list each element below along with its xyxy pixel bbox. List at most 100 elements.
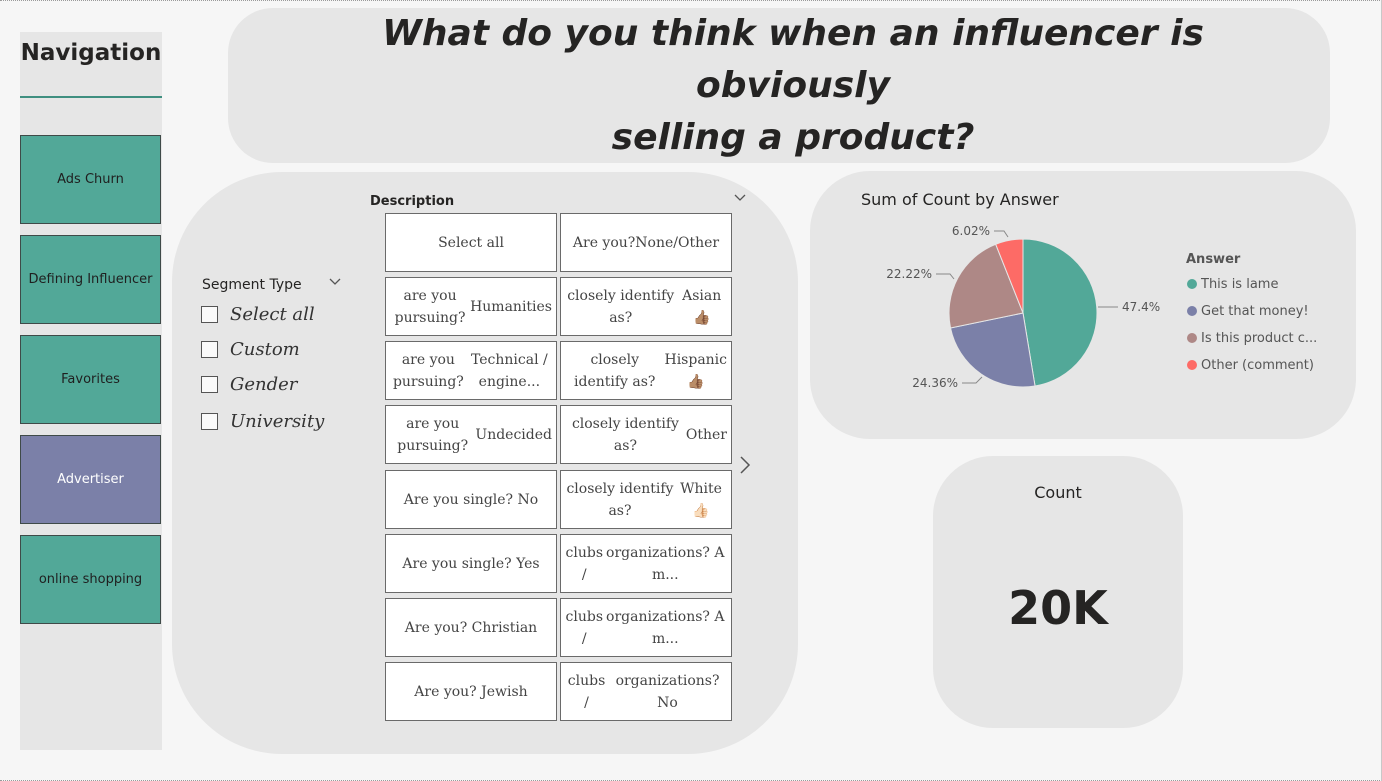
description-tile[interactable]: clubs / organizations? A m... [560, 534, 732, 593]
segment-option-label: Custom [230, 338, 300, 360]
pie-slice[interactable] [948, 243, 1024, 329]
segment-option-university[interactable]: University [201, 409, 324, 433]
checkbox[interactable] [201, 412, 218, 430]
description-tile-text: None/Other [635, 234, 720, 251]
description-tile-text: clubs / [565, 608, 603, 647]
chevron-down-icon[interactable] [733, 192, 747, 206]
legend-label: Other (comment) [1201, 357, 1314, 373]
description-tile-text: Are you? Jewish [414, 683, 528, 700]
legend-marker [1187, 360, 1197, 370]
description-tile-text: Hispanic 👍🏽 [664, 351, 727, 390]
description-tile[interactable]: are you pursuing? Undecided [385, 405, 557, 464]
nav-button-advertiser[interactable]: Advertiser [20, 435, 161, 524]
description-tile-text: Are you single? No [403, 491, 539, 508]
description-header: Description [370, 194, 455, 209]
legend-item[interactable]: Get that money! [1187, 303, 1309, 319]
count-value: 20K [1008, 581, 1108, 635]
segment-option-label: University [230, 410, 325, 432]
pie-leader-line [994, 230, 1009, 238]
description-tile-text: Are you single? Yes [402, 555, 540, 572]
description-tile[interactable]: closely identify as? Asian 👍🏽 [560, 277, 732, 336]
legend-label: Is this product c... [1201, 330, 1318, 346]
description-tile-text: Other [685, 426, 727, 443]
pie-slice[interactable] [949, 312, 1036, 388]
pie-data-label: 47.4% [1122, 300, 1160, 314]
legend-title: Answer [1186, 252, 1241, 267]
pie-chart-title: Sum of Count by Answer [861, 190, 1059, 209]
description-tile-text: Select all [438, 234, 504, 251]
description-tile-text: closely identify as? [566, 480, 674, 519]
description-tile[interactable]: Are you? Christian [385, 598, 557, 657]
description-tile-text: are you pursuing? [392, 351, 464, 390]
pie-chart: 47.4% 24.36% 22.22% 6.02% [886, 224, 1160, 390]
description-tile-text: closely identify as? [567, 287, 675, 326]
legend-marker [1187, 306, 1197, 316]
description-tile-text: White 👍🏻 [680, 480, 722, 519]
navigation-panel: Navigation Ads Churn Defining Influencer… [20, 32, 162, 750]
description-tile[interactable]: Are you single? Yes [385, 534, 557, 593]
legend-item[interactable]: Is this product c... [1187, 330, 1317, 346]
page-title-line-2: selling a product? [611, 116, 975, 158]
legend-marker [1187, 333, 1197, 343]
pie-data-label: 24.36% [912, 376, 958, 390]
page-title-box: What do you think when an influencer is … [228, 8, 1330, 163]
description-tile[interactable]: are you pursuing? Technical / engine... [385, 341, 557, 400]
segment-option-custom[interactable]: Custom [201, 337, 300, 361]
description-tile-text: clubs / [567, 672, 606, 711]
description-tile-text: organizations? No [615, 672, 720, 711]
pie-leader-line [936, 273, 955, 280]
description-tile[interactable]: closely identify as? White 👍🏻 [560, 470, 732, 529]
navigation-title: Navigation [20, 40, 162, 66]
nav-button-ads-churn[interactable]: Ads Churn [20, 135, 161, 224]
chevron-right-icon[interactable] [738, 454, 752, 482]
description-tile-text: Technical / engine... [471, 351, 548, 390]
description-tile[interactable]: Are you single? No [385, 470, 557, 529]
description-tile-text: are you pursuing? [394, 287, 466, 326]
count-label: Count [1034, 483, 1082, 502]
legend-item[interactable]: This is lame [1187, 276, 1278, 292]
page-title: What do you think when an influencer is … [343, 8, 1243, 164]
nav-button-defining-influencer[interactable]: Defining Influencer [20, 235, 161, 324]
description-tile-text: closely identify as? [571, 415, 679, 454]
segment-option-label: Select all [230, 303, 315, 325]
description-tile-text: Undecided [475, 426, 552, 443]
navigation-divider [20, 96, 162, 98]
legend-item[interactable]: Other (comment) [1187, 357, 1314, 373]
description-tile[interactable]: Are you? Jewish [385, 662, 557, 721]
legend-marker [1187, 279, 1197, 289]
pie-slice[interactable] [995, 238, 1024, 314]
checkbox[interactable] [201, 305, 218, 323]
segment-type-header: Segment Type [202, 277, 302, 293]
description-tile[interactable]: closely identify as? Hispanic 👍🏽 [560, 341, 732, 400]
checkbox[interactable] [201, 375, 218, 393]
description-tile[interactable]: clubs / organizations? A m... [560, 598, 732, 657]
count-card: Count 20K [933, 456, 1183, 728]
description-tile[interactable]: are you pursuing? Humanities [385, 277, 557, 336]
description-tile[interactable]: Select all [385, 213, 557, 272]
description-tile-text: closely identify as? [574, 351, 656, 390]
segment-option-label: Gender [230, 373, 298, 395]
segment-option-gender[interactable]: Gender [201, 372, 297, 396]
description-tile[interactable]: clubs / organizations? No [560, 662, 732, 721]
segment-option-select-all[interactable]: Select all [201, 302, 315, 326]
description-tile[interactable]: Are you? None/Other [560, 213, 732, 272]
description-tile-text: Asian 👍🏽 [682, 287, 722, 326]
page-title-line-1: What do you think when an influencer is … [382, 12, 1204, 106]
pie-data-label: 6.02% [952, 224, 990, 238]
description-tile[interactable]: closely identify as? Other [560, 405, 732, 464]
description-tile-text: Are you? Christian [404, 619, 538, 636]
description-tile-text: are you pursuing? [397, 415, 469, 454]
description-tile-text: clubs / [565, 544, 603, 583]
description-tile-text: Are you? [572, 234, 636, 251]
nav-button-favorites[interactable]: Favorites [20, 335, 161, 424]
description-tile-text: organizations? A m... [606, 608, 725, 647]
legend-label: Get that money! [1201, 303, 1309, 319]
pie-leader-line [962, 376, 983, 384]
checkbox[interactable] [201, 340, 218, 358]
chevron-down-icon[interactable] [328, 276, 342, 290]
description-tile-text: Humanities [470, 298, 552, 315]
nav-button-online-shopping[interactable]: online shopping [20, 535, 161, 624]
legend-label: This is lame [1201, 276, 1279, 292]
pie-slice[interactable] [1022, 238, 1098, 387]
pie-data-label: 22.22% [886, 267, 932, 281]
